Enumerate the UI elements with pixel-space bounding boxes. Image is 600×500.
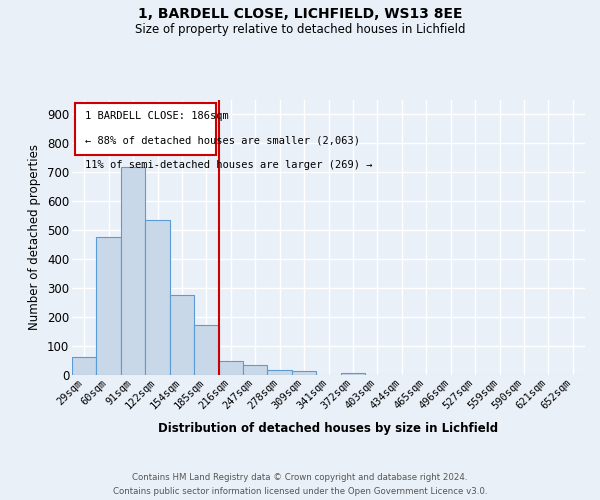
Text: 1 BARDELL CLOSE: 186sqm: 1 BARDELL CLOSE: 186sqm	[85, 111, 229, 121]
Text: Contains public sector information licensed under the Open Government Licence v3: Contains public sector information licen…	[113, 486, 487, 496]
Text: ← 88% of detached houses are smaller (2,063): ← 88% of detached houses are smaller (2,…	[85, 136, 360, 146]
Bar	[97, 236, 121, 375]
Bar	[121, 166, 145, 375]
FancyBboxPatch shape	[74, 103, 216, 155]
Bar	[218, 362, 243, 375]
Y-axis label: Number of detached properties: Number of detached properties	[28, 144, 41, 330]
Bar	[292, 371, 316, 375]
Bar	[72, 357, 97, 375]
Bar	[341, 372, 365, 375]
Text: Contains HM Land Registry data © Crown copyright and database right 2024.: Contains HM Land Registry data © Crown c…	[132, 473, 468, 482]
Text: 1, BARDELL CLOSE, LICHFIELD, WS13 8EE: 1, BARDELL CLOSE, LICHFIELD, WS13 8EE	[138, 8, 462, 22]
X-axis label: Distribution of detached houses by size in Lichfield: Distribution of detached houses by size …	[158, 422, 499, 436]
Bar	[145, 220, 170, 375]
Bar	[194, 325, 218, 375]
Text: Size of property relative to detached houses in Lichfield: Size of property relative to detached ho…	[135, 22, 465, 36]
Bar	[268, 370, 292, 375]
Bar	[170, 296, 194, 375]
Bar	[243, 366, 268, 375]
Text: 11% of semi-detached houses are larger (269) →: 11% of semi-detached houses are larger (…	[85, 160, 373, 170]
